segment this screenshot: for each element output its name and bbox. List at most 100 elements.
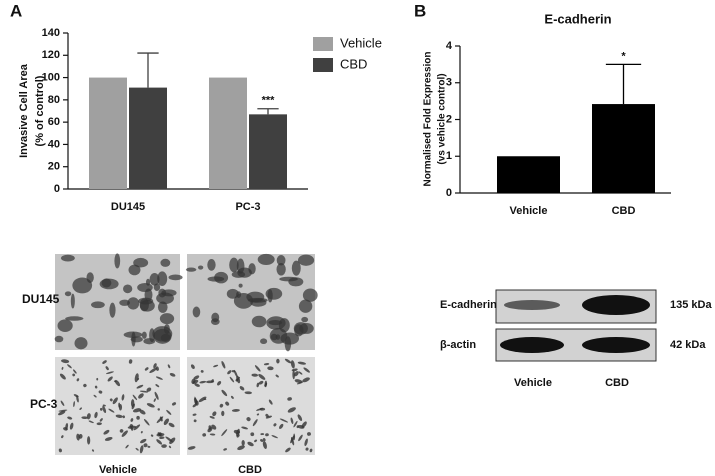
cell-cluster <box>248 263 256 275</box>
cell <box>147 445 151 448</box>
cell <box>139 390 149 393</box>
y-tick-label: 1 <box>446 150 452 162</box>
cell <box>290 435 295 444</box>
cell <box>256 407 264 411</box>
cell <box>153 363 157 369</box>
blot-size: 135 kDa <box>670 299 712 311</box>
cell <box>69 422 74 430</box>
cell <box>287 397 292 401</box>
cell-cluster <box>302 288 318 302</box>
cell <box>78 434 83 439</box>
cell-cluster <box>301 316 309 323</box>
cell <box>231 409 240 412</box>
cell <box>161 444 167 448</box>
legend-swatch <box>313 58 333 72</box>
cell <box>102 360 107 364</box>
y-tick-label: 0 <box>54 183 60 195</box>
cell-cluster <box>153 283 161 292</box>
cell <box>131 403 135 410</box>
cell <box>168 422 175 428</box>
cell <box>290 360 295 369</box>
cell <box>199 380 207 384</box>
cell <box>279 418 289 423</box>
panel-label: A <box>10 1 22 20</box>
cell <box>256 413 260 416</box>
cell-cluster <box>159 313 175 325</box>
cell <box>260 433 265 436</box>
cell <box>258 374 266 380</box>
cell <box>221 360 226 369</box>
y-tick-label: 4 <box>446 40 453 52</box>
cell <box>166 409 172 415</box>
cell <box>209 416 215 419</box>
cell-cluster <box>257 253 275 265</box>
cell <box>192 379 199 384</box>
cell <box>213 364 219 368</box>
y-tick-label: 40 <box>48 138 60 150</box>
cell-cluster <box>297 254 315 266</box>
cell <box>61 435 64 439</box>
cell-cluster <box>192 306 201 318</box>
cell <box>246 417 251 422</box>
cell-cluster <box>246 291 265 303</box>
cell-cluster <box>123 284 133 294</box>
row-label: DU145 <box>22 292 60 306</box>
cell <box>247 441 254 447</box>
column-label: Vehicle <box>99 464 137 476</box>
cell <box>102 405 107 414</box>
cell <box>236 375 241 384</box>
cell <box>263 363 270 366</box>
cell-cluster <box>57 319 73 332</box>
bar <box>89 77 127 189</box>
cell <box>155 366 159 371</box>
cell <box>128 359 133 364</box>
cell <box>227 370 232 375</box>
cell <box>108 408 115 413</box>
cell <box>193 419 197 423</box>
cell <box>252 419 258 427</box>
cell <box>132 394 138 401</box>
cell <box>194 396 198 403</box>
band <box>500 337 564 353</box>
cell <box>301 421 307 428</box>
cell <box>58 448 62 453</box>
cell-cluster <box>158 288 167 298</box>
cell-cluster <box>284 336 292 352</box>
cell-cluster <box>291 260 301 276</box>
cell <box>153 398 156 402</box>
blot-column-label: Vehicle <box>514 377 552 389</box>
y-tick-label: 0 <box>446 187 452 199</box>
cell <box>209 433 216 436</box>
cell <box>304 438 308 447</box>
cell <box>256 382 260 388</box>
cell <box>121 394 125 401</box>
cell <box>267 366 274 371</box>
cell-cluster <box>123 331 143 338</box>
cell <box>125 444 129 449</box>
cell <box>79 407 82 410</box>
cell-cluster <box>238 283 243 288</box>
cell <box>121 430 128 437</box>
blot-row-label: β-actin <box>440 339 476 351</box>
cell <box>132 408 142 413</box>
cell <box>159 436 165 439</box>
cell-cluster <box>276 262 286 276</box>
cell <box>260 439 264 442</box>
cell <box>287 407 296 413</box>
cell <box>63 427 68 431</box>
cell <box>105 366 109 371</box>
cell <box>244 391 252 395</box>
cell <box>155 376 163 380</box>
cell <box>236 434 240 438</box>
cell <box>202 433 207 437</box>
cell <box>273 423 277 427</box>
cell <box>86 413 91 420</box>
significance: *** <box>262 95 276 107</box>
cell <box>157 408 160 411</box>
cell <box>241 426 248 430</box>
cell-cluster <box>211 312 220 323</box>
cell <box>251 373 259 377</box>
cell <box>309 448 313 453</box>
x-tick-label: DU145 <box>111 201 145 213</box>
